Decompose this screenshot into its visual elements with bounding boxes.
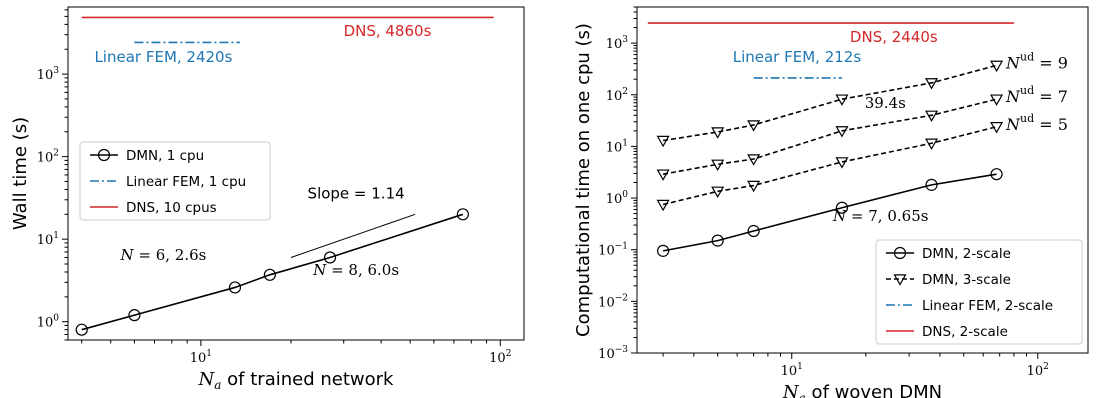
nud-label: Nud = 9 [1005, 50, 1068, 72]
data-point [835, 126, 849, 138]
legend: DMN, 1 cpu Linear FEM, 1 cpu DNS, 10 cpus [79, 141, 271, 221]
data-point [656, 135, 670, 148]
data-point [656, 244, 670, 257]
legend-marker [893, 246, 907, 260]
data-point [75, 323, 88, 336]
series-1 [656, 168, 1003, 257]
y-axis-label: Computational time on one cpu (s) [573, 23, 594, 337]
data-point [925, 78, 939, 90]
data-point [747, 154, 761, 166]
legend-marker [97, 148, 111, 162]
series-line [662, 173, 997, 252]
annotation: 39.4s [865, 94, 906, 112]
legend-label: DNS, 10 cpus [126, 200, 217, 216]
nud-label: Nud = 5 [1005, 112, 1068, 134]
data-point [990, 94, 1004, 106]
data-point [747, 180, 761, 193]
annotation: N = 7, 0.65s [832, 207, 928, 225]
chart-panel-1: 101 102 100 101 102 103 Na of trained network W… [10, 6, 525, 392]
slope-reference-line [290, 213, 416, 258]
data-point [656, 199, 670, 212]
series-line [662, 64, 997, 142]
legend-label: DNS, 2-scale [922, 324, 1008, 340]
legend-box [79, 141, 271, 221]
annotation: Linear FEM, 2420s [94, 48, 232, 66]
data-point [711, 186, 725, 199]
series-line [662, 98, 997, 175]
y-tick-label: 100 [606, 190, 629, 207]
plot-frame [67, 6, 525, 341]
data-point [323, 251, 337, 264]
nud-label: Nud = 7 [1005, 84, 1068, 106]
y-tick-label: 102 [37, 149, 59, 166]
annotation: N = 6, 2.6s [120, 246, 207, 264]
legend-label: DMN, 3-scale [922, 272, 1011, 288]
y-tick-label: 103 [37, 66, 60, 83]
data-point [990, 60, 1004, 73]
legend-marker [893, 274, 907, 286]
series-2 [656, 122, 1004, 212]
data-point [711, 159, 725, 172]
data-point [128, 309, 141, 322]
data-point [990, 122, 1004, 134]
series-4 [656, 60, 1004, 148]
legend-label: Linear FEM, 2-scale [922, 298, 1053, 314]
legend: DMN, 2-scale DMN, 3-scale Linear FEM, 2-sc… [875, 239, 1083, 345]
x-tick-label: 101 [781, 362, 803, 379]
x-tick-label: 102 [1027, 362, 1049, 379]
legend-label: DMN, 2-scale [922, 246, 1011, 262]
annotation: DNS, 2440s [850, 28, 938, 46]
chart-panel-2: 101 102 10−3 10−2 10−1 100 101 102 103 Na of wove… [573, 6, 1089, 398]
data-point [656, 169, 670, 181]
y-tick-label: 10−2 [598, 293, 628, 310]
series-1 [75, 208, 469, 336]
y-tick-label: 10−3 [598, 345, 628, 362]
annotation: DNS, 4860s [344, 22, 432, 40]
annotation: Slope = 1.14 [308, 185, 405, 203]
series-line [662, 125, 997, 206]
y-tick-label: 101 [37, 231, 59, 248]
data-point [925, 178, 938, 191]
data-point [835, 94, 849, 106]
annotation: N = 8, 6.0s [312, 261, 399, 279]
legend-box [875, 239, 1083, 345]
data-point [456, 208, 469, 221]
data-point [711, 234, 724, 247]
data-point [835, 201, 849, 214]
data-point [747, 224, 760, 238]
legend-label: Linear FEM, 1 cpu [126, 174, 246, 190]
data-point [747, 120, 761, 132]
y-tick-label: 102 [606, 87, 628, 104]
series-3 [656, 94, 1004, 181]
series-line [81, 213, 464, 331]
data-point [925, 138, 939, 150]
y-tick-label: 101 [606, 138, 628, 155]
plot-frame [636, 6, 1089, 354]
x-tick-label: 101 [190, 349, 212, 366]
data-point [711, 127, 725, 139]
y-tick-label: 100 [37, 314, 60, 331]
legend-label: DMN, 1 cpu [126, 148, 204, 164]
x-axis-label: Na of woven DMN [782, 382, 942, 398]
y-tick-label: 103 [606, 35, 629, 52]
data-point [228, 281, 242, 294]
x-tick-label: 102 [489, 349, 511, 366]
y-tick-label: 10−1 [598, 242, 628, 259]
x-axis-label: Na of trained network [198, 369, 394, 392]
data-point [925, 110, 939, 123]
data-point [990, 168, 1003, 181]
annotation: Linear FEM, 212s [733, 48, 862, 66]
y-axis-label: Wall time (s) [10, 117, 31, 230]
data-point [263, 268, 276, 281]
data-point [835, 157, 849, 169]
